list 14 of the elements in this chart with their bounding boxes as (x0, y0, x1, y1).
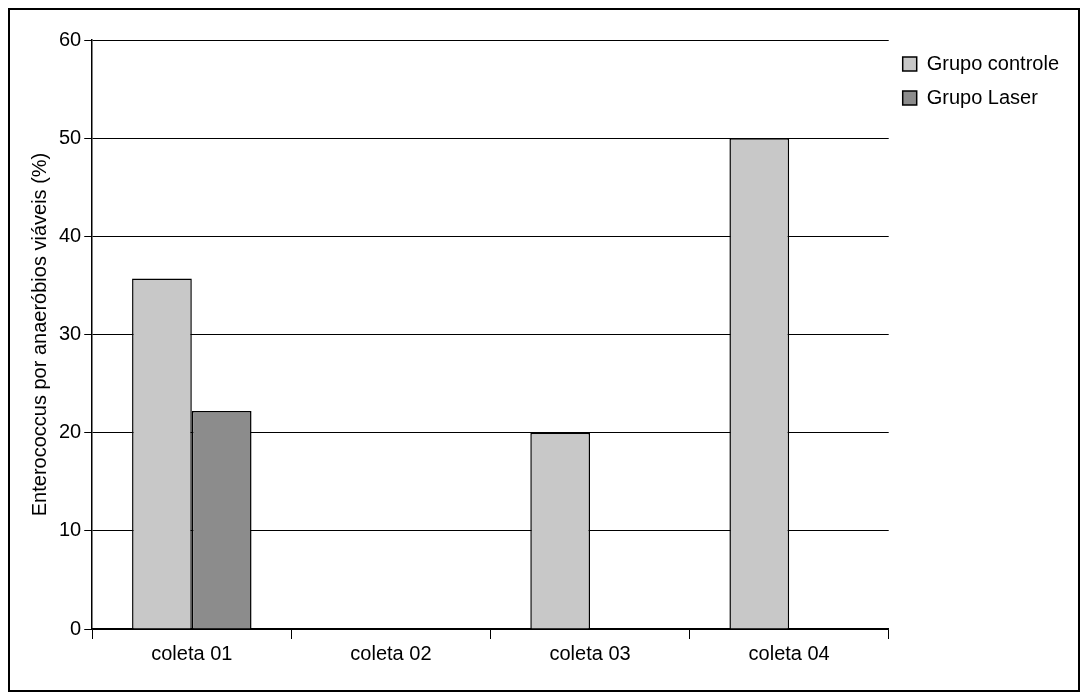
x-tick-label: coleta 03 (549, 641, 631, 664)
legend-label: Grupo controle (926, 51, 1059, 74)
y-tick-label: 10 (59, 518, 82, 541)
y-tick-label: 30 (59, 322, 82, 345)
legend-label: Grupo Laser (926, 85, 1039, 108)
y-tick-label: 60 (59, 27, 82, 50)
x-tick-label: coleta 04 (748, 641, 830, 664)
y-tick-label: 0 (70, 616, 82, 639)
x-tick-label: coleta 02 (350, 641, 432, 664)
y-tick-label: 20 (59, 420, 82, 443)
x-tick-label: coleta 01 (151, 641, 233, 664)
y-axis-title: Enterococcus por anaeróbios viáveis (%) (27, 152, 50, 517)
y-tick-label: 40 (59, 223, 82, 246)
y-tick-label: 50 (59, 125, 82, 148)
